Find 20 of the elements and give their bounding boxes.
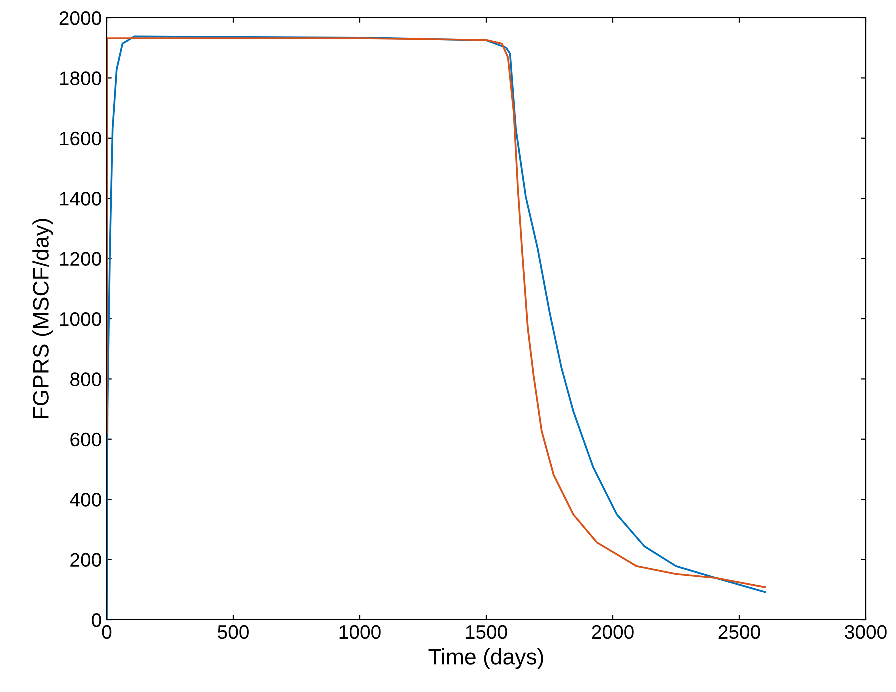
y-tick-label: 600 [70,432,102,447]
y-tick-label: 1600 [60,132,102,146]
y-tick-label: 2000 [60,11,102,26]
x-tick-label: 1500 [466,625,508,640]
y-tick-label: 400 [70,493,102,507]
x-tick-label: 0 [102,625,112,640]
y-tick-label: 1800 [60,72,102,86]
y-tick-label: 1400 [60,192,102,206]
y-axis-title: FGPRS (MSCF/day) [32,219,54,418]
y-tick-label: 800 [70,372,102,386]
x-axis-title: Time (days) [428,648,544,670]
x-tick-label: 500 [218,625,249,640]
x-tick-label: 1000 [340,625,381,640]
y-tick-label: 1000 [60,312,102,326]
x-tick-label: 2000 [592,625,634,640]
x-tick-label: 2500 [718,625,760,640]
y-tick-label: 200 [70,553,102,568]
y-tick-label: 1200 [60,252,102,266]
x-tick-label: 3000 [845,625,887,640]
y-tick-label: 0 [92,613,102,628]
